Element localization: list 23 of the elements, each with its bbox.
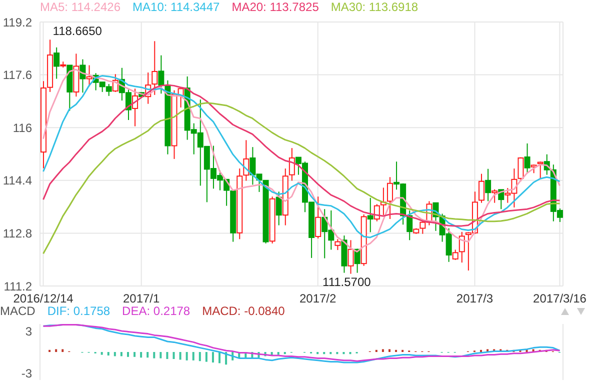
annotation: 111.5700	[322, 274, 371, 289]
annotation: 118.6650	[52, 24, 102, 38]
y-tick-label: 114.4	[2, 174, 32, 188]
series-label: DIF: 0.1758	[47, 304, 110, 318]
x-tick-label: 2017/1	[122, 292, 160, 306]
chart-title: MACD	[0, 304, 36, 318]
text: MACD: -0.0840	[202, 304, 285, 318]
y-tick-label: -3	[21, 366, 32, 380]
text: MA30: 113.6918	[330, 0, 418, 14]
y-tick-label: 111.2	[4, 279, 32, 294]
series-label: DEA: 0.2178	[122, 304, 190, 318]
x-tick-label: 2016/12/14	[13, 292, 74, 306]
y-tick-label: 117.6	[2, 68, 32, 82]
x-tick-label: 2017/3	[456, 292, 494, 306]
text: MA20: 113.7825	[232, 0, 319, 14]
text: MA10: 114.3447	[132, 0, 220, 14]
text: MA5: 114.2426	[40, 0, 121, 14]
y-tick-label: 119.2	[2, 15, 32, 30]
y-tick-label: 112.8	[2, 226, 32, 240]
y-tick-label: 3	[25, 324, 32, 338]
y-tick-label: 116	[12, 120, 32, 135]
x-tick-label: 2017/2	[299, 292, 337, 306]
x-tick-label: 2017/3/16	[533, 292, 587, 306]
